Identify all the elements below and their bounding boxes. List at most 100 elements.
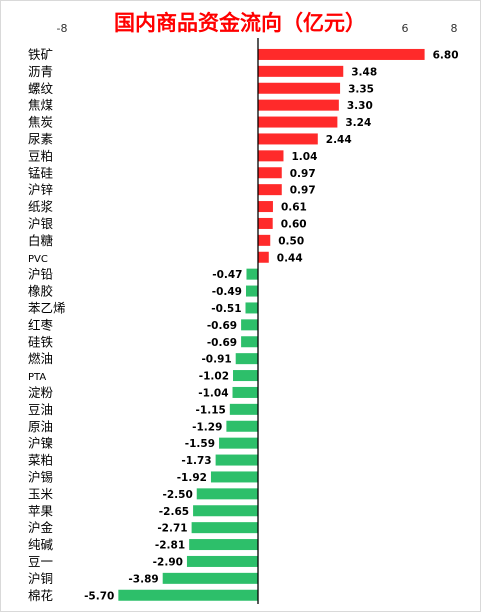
category-label: 豆一 xyxy=(28,554,53,569)
bar-尿素 xyxy=(258,133,318,145)
data-label: 0.60 xyxy=(281,218,307,230)
category-label: 沪锡 xyxy=(28,469,53,484)
bar-豆粕 xyxy=(258,150,284,162)
data-label: -0.49 xyxy=(212,286,242,298)
category-label: 白糖 xyxy=(28,233,54,248)
bar-橡胶 xyxy=(245,285,258,297)
category-label: 沪金 xyxy=(28,520,54,535)
bar-菜粕 xyxy=(215,454,258,466)
category-label: 玉米 xyxy=(28,486,54,501)
bar-红枣 xyxy=(241,319,258,331)
data-label: 0.61 xyxy=(281,202,307,214)
category-label: 沪铜 xyxy=(28,571,53,586)
data-label: -2.71 xyxy=(157,523,187,535)
bar-沪锌 xyxy=(258,184,282,196)
data-label: 0.44 xyxy=(277,252,303,264)
category-label: 螺纹 xyxy=(28,81,54,96)
bar-白糖 xyxy=(258,234,271,246)
bar-燃油 xyxy=(235,353,258,365)
bar-锰硅 xyxy=(258,167,282,179)
category-label: 原油 xyxy=(28,419,53,434)
category-label: 焦煤 xyxy=(28,98,54,113)
data-label: -0.51 xyxy=(211,303,241,315)
bar-硅铁 xyxy=(241,336,258,348)
bar-焦炭 xyxy=(258,116,338,128)
category-label: 锰硅 xyxy=(28,165,53,180)
data-label: -1.59 xyxy=(185,438,215,450)
category-label: PVC xyxy=(28,254,48,265)
bar-棉花 xyxy=(118,589,258,601)
category-label: 豆油 xyxy=(28,402,53,417)
bar-原油 xyxy=(226,420,258,432)
data-label: -0.69 xyxy=(207,320,237,332)
category-label: 纯碱 xyxy=(28,537,54,552)
category-label: 苯乙烯 xyxy=(28,300,66,315)
category-label: 沥青 xyxy=(28,64,53,79)
bar-淀粉 xyxy=(232,386,258,398)
bar-螺纹 xyxy=(258,82,341,94)
category-label: 燃油 xyxy=(28,351,53,366)
category-label: 菜粕 xyxy=(28,453,53,468)
bar-PTA xyxy=(233,370,258,382)
x-tick-label: 8 xyxy=(451,22,458,35)
category-label: 豆粕 xyxy=(28,148,53,163)
data-label: -1.02 xyxy=(199,371,229,383)
category-label: 纸浆 xyxy=(28,199,54,214)
bar-沪锡 xyxy=(210,471,258,483)
bar-焦煤 xyxy=(258,99,339,111)
category-label: 硅铁 xyxy=(28,334,54,349)
bar-纸浆 xyxy=(258,201,273,213)
data-label: -2.65 xyxy=(159,506,189,518)
data-label: 6.80 xyxy=(433,49,459,61)
data-label: -2.50 xyxy=(162,489,192,501)
category-label: 铁矿 xyxy=(28,47,53,62)
bar-玉米 xyxy=(196,488,258,500)
category-label: 沪锌 xyxy=(28,182,53,197)
bar-沥青 xyxy=(258,65,344,77)
data-label: 1.04 xyxy=(291,151,317,163)
category-label: 尿素 xyxy=(28,131,53,146)
category-label: 橡胶 xyxy=(28,284,53,299)
bar-苯乙烯 xyxy=(245,302,258,314)
chart-title: 国内商品资金流向（亿元） xyxy=(114,10,366,35)
category-label: 沪铅 xyxy=(28,267,53,282)
bar-沪金 xyxy=(191,522,258,534)
category-label: 红枣 xyxy=(28,317,54,332)
category-label: 沪镍 xyxy=(28,436,53,451)
data-label: -0.91 xyxy=(201,354,231,366)
data-label: -1.92 xyxy=(177,472,207,484)
data-label: -2.81 xyxy=(155,540,185,552)
category-label: PTA xyxy=(28,372,46,383)
data-label: -2.90 xyxy=(153,556,183,568)
category-label: 淀粉 xyxy=(28,385,54,400)
category-label: 焦炭 xyxy=(28,115,53,130)
bar-PVC xyxy=(258,251,269,263)
x-tick-label: -8 xyxy=(57,22,68,35)
data-label: -0.47 xyxy=(212,269,242,281)
data-label: 0.50 xyxy=(278,235,304,247)
bar-铁矿 xyxy=(258,48,425,60)
bar-沪铜 xyxy=(162,572,258,584)
data-label: -1.73 xyxy=(181,455,211,467)
data-label: 3.24 xyxy=(345,117,371,129)
data-label: -1.29 xyxy=(192,421,222,433)
data-label: -0.69 xyxy=(207,337,237,349)
bar-豆油 xyxy=(229,403,258,415)
data-label: 3.48 xyxy=(351,66,377,78)
data-label: -5.70 xyxy=(84,590,114,602)
bar-沪铅 xyxy=(246,268,258,280)
data-label: 0.97 xyxy=(290,168,316,180)
data-label: 3.35 xyxy=(348,83,374,95)
data-label: -1.15 xyxy=(196,404,226,416)
data-label: 0.97 xyxy=(290,185,316,197)
bar-苹果 xyxy=(193,505,258,517)
category-label: 沪银 xyxy=(28,216,54,231)
data-label: 3.30 xyxy=(347,100,373,112)
bar-豆一 xyxy=(186,555,258,567)
data-label: -3.89 xyxy=(128,573,158,585)
data-label: 2.44 xyxy=(326,134,352,146)
bar-沪镍 xyxy=(219,437,258,449)
bar-纯碱 xyxy=(189,539,258,551)
category-label: 棉花 xyxy=(28,588,53,603)
